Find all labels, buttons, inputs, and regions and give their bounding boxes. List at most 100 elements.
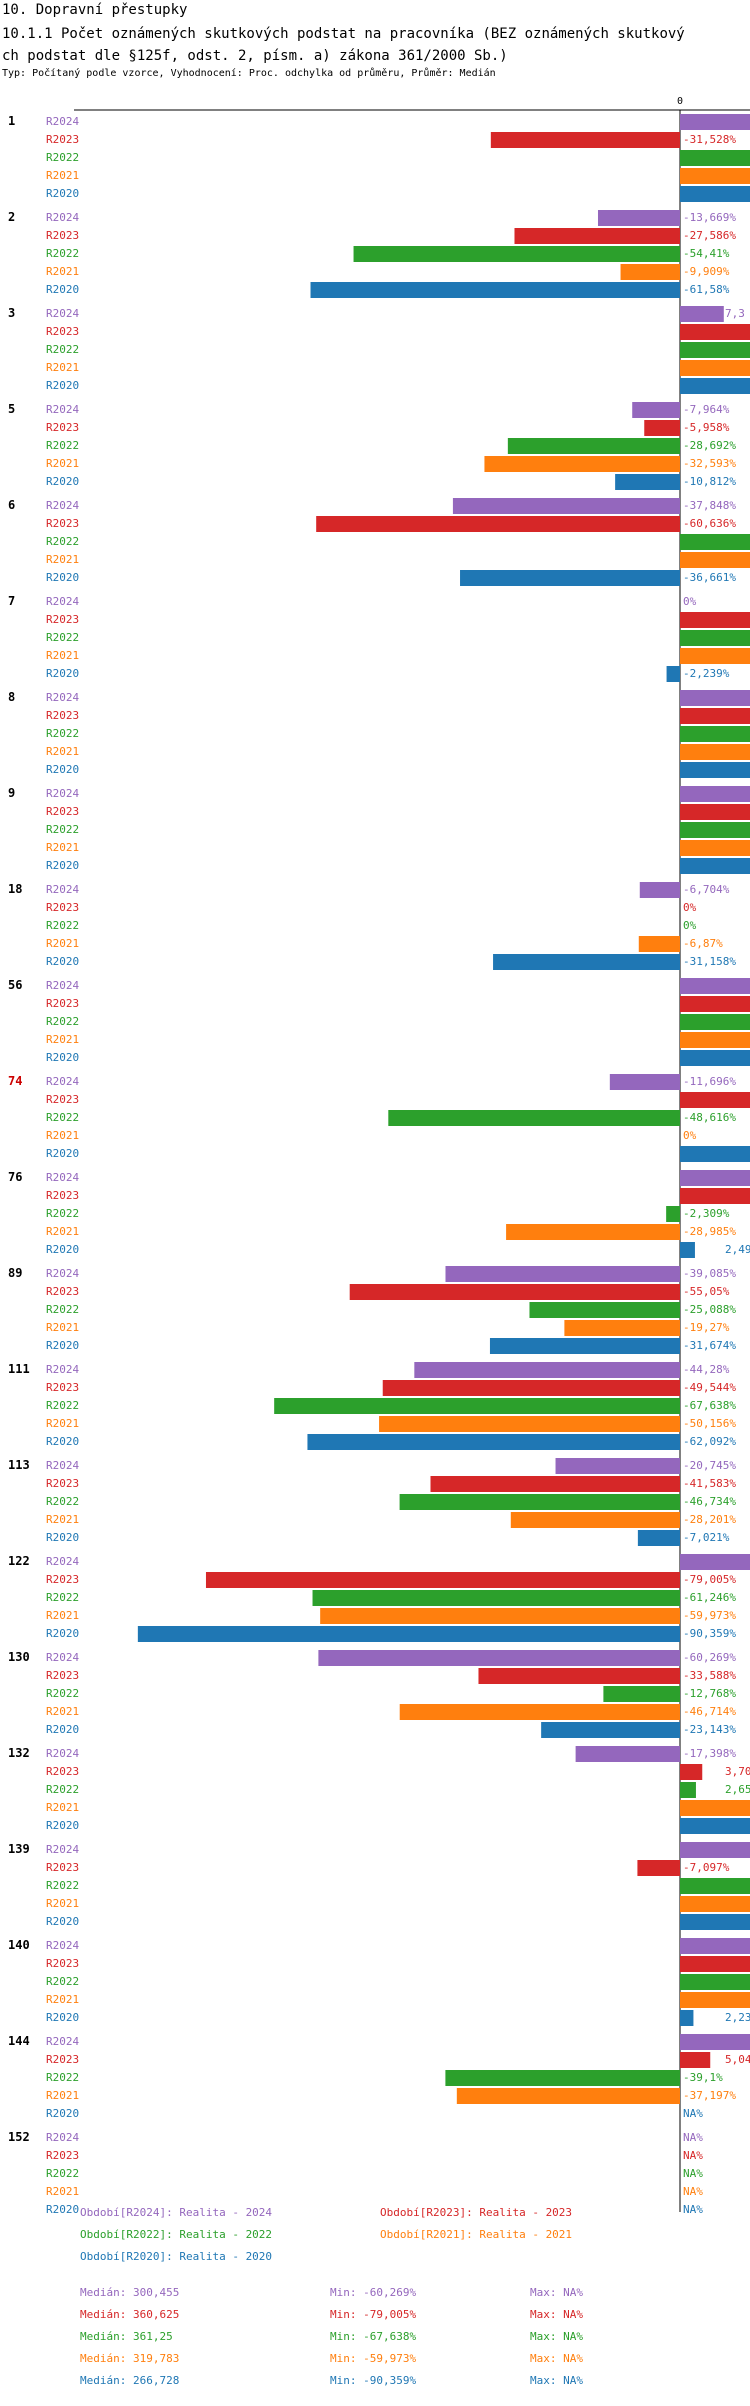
value-label-2-R2024: -13,669% (683, 211, 736, 224)
value-label-18-R2024: -6,704% (683, 883, 730, 896)
bar-6-R2021 (680, 552, 750, 568)
series-label-R2021: R2021 (46, 937, 79, 950)
series-label-R2020: R2020 (46, 187, 79, 200)
series-label-R2020: R2020 (46, 1723, 79, 1736)
group-label-6: 6 (8, 498, 15, 512)
legend-min-R2020: Min: -90,359% (330, 2374, 416, 2387)
series-label-R2022: R2022 (46, 439, 79, 452)
series-label-R2024: R2024 (46, 499, 79, 512)
bar-132-R2024 (575, 1746, 680, 1762)
bar-130-R2023 (478, 1668, 680, 1684)
bar-89-R2021 (564, 1320, 680, 1336)
bar-3-R2023 (680, 324, 750, 340)
series-label-R2021: R2021 (46, 1993, 79, 2006)
series-label-R2021: R2021 (46, 1225, 79, 1238)
value-label-5-R2020: -10,812% (683, 475, 736, 488)
bar-130-R2021 (399, 1704, 680, 1720)
series-label-R2020: R2020 (46, 1435, 79, 1448)
bar-2-R2024 (597, 210, 680, 226)
bar-56-R2021 (680, 1032, 750, 1048)
series-label-R2022: R2022 (46, 919, 79, 932)
series-label-R2020: R2020 (46, 859, 79, 872)
bar-139-R2023 (637, 1860, 680, 1876)
series-label-R2024: R2024 (46, 979, 79, 992)
bar-5-R2023 (644, 420, 680, 436)
bar-111-R2024 (414, 1362, 680, 1378)
series-label-R2021: R2021 (46, 1321, 79, 1334)
series-label-R2023: R2023 (46, 1093, 79, 1106)
bar-9-R2024 (680, 786, 750, 802)
series-label-R2020: R2020 (46, 571, 79, 584)
bar-9-R2021 (680, 840, 750, 856)
series-label-R2024: R2024 (46, 403, 79, 416)
bar-1-R2022 (680, 150, 750, 166)
value-label-89-R2022: -25,088% (683, 1303, 736, 1316)
value-label-113-R2024: -20,745% (683, 1459, 736, 1472)
series-label-R2020: R2020 (46, 1243, 79, 1256)
group-label-76: 76 (8, 1170, 22, 1184)
series-label-R2024: R2024 (46, 883, 79, 896)
value-label-152-R2022: NA% (683, 2167, 703, 2180)
series-label-R2023: R2023 (46, 517, 79, 530)
value-label-89-R2023: -55,05% (683, 1285, 730, 1298)
value-label-152-R2023: NA% (683, 2149, 703, 2162)
value-label-89-R2021: -19,27% (683, 1321, 730, 1334)
bar-74-R2022 (388, 1110, 680, 1126)
series-label-R2023: R2023 (46, 133, 79, 146)
value-label-113-R2020: -7,021% (683, 1531, 730, 1544)
series-label-R2023: R2023 (46, 709, 79, 722)
bar-7-R2021 (680, 648, 750, 664)
series-label-R2023: R2023 (46, 1669, 79, 1682)
bar-140-R2024 (680, 1938, 750, 1954)
bar-6-R2023 (316, 516, 680, 532)
bar-140-R2023 (680, 1956, 750, 1972)
bar-130-R2022 (603, 1686, 680, 1702)
bar-130-R2020 (541, 1722, 680, 1738)
series-label-R2020: R2020 (46, 955, 79, 968)
value-label-122-R2023: -79,005% (683, 1573, 736, 1586)
bar-7-R2023 (680, 612, 750, 628)
series-label-R2022: R2022 (46, 1207, 79, 1220)
bar-89-R2024 (445, 1266, 680, 1282)
value-label-76-R2022: -2,309% (683, 1207, 730, 1220)
chart-title-line1: 10.1.1 Počet oznámených skutkových podst… (2, 26, 685, 42)
series-label-R2023: R2023 (46, 901, 79, 914)
value-label-139-R2023: -7,097% (683, 1861, 730, 1874)
chart-subtitle: Typ: Počítaný podle vzorce, Vyhodnocení:… (2, 68, 496, 79)
series-label-R2024: R2024 (46, 691, 79, 704)
bar-113-R2022 (399, 1494, 680, 1510)
value-label-7-R2020: -2,239% (683, 667, 730, 680)
series-label-R2020: R2020 (46, 2011, 79, 2024)
value-label-152-R2024: NA% (683, 2131, 703, 2144)
bar-9-R2022 (680, 822, 750, 838)
value-label-132-R2022: 2,659% (725, 1783, 750, 1796)
series-label-R2022: R2022 (46, 1687, 79, 1700)
group-label-89: 89 (8, 1266, 22, 1280)
bar-122-R2022 (312, 1590, 680, 1606)
series-label-R2020: R2020 (46, 763, 79, 776)
series-label-R2020: R2020 (46, 1627, 79, 1640)
bar-74-R2020 (680, 1146, 750, 1162)
series-label-R2024: R2024 (46, 211, 79, 224)
bar-132-R2023 (680, 1764, 703, 1780)
bar-111-R2023 (382, 1380, 680, 1396)
legend-period-R2022: Období[R2022]: Realita - 2022 (80, 2228, 272, 2241)
bar-8-R2024 (680, 690, 750, 706)
bar-111-R2020 (307, 1434, 680, 1450)
value-label-6-R2023: -60,636% (683, 517, 736, 530)
bar-5-R2022 (507, 438, 680, 454)
bar-144-R2023 (680, 2052, 711, 2068)
bar-139-R2021 (680, 1896, 750, 1912)
bar-9-R2020 (680, 858, 750, 874)
group-label-2: 2 (8, 210, 15, 224)
value-label-130-R2023: -33,588% (683, 1669, 736, 1682)
value-label-111-R2020: -62,092% (683, 1435, 736, 1448)
group-label-122: 122 (8, 1554, 30, 1568)
series-label-R2023: R2023 (46, 1573, 79, 1586)
bar-89-R2020 (489, 1338, 680, 1354)
bar-2-R2023 (514, 228, 680, 244)
bar-3-R2021 (680, 360, 750, 376)
series-label-R2021: R2021 (46, 265, 79, 278)
series-label-R2022: R2022 (46, 2167, 79, 2180)
bar-76-R2024 (680, 1170, 750, 1186)
